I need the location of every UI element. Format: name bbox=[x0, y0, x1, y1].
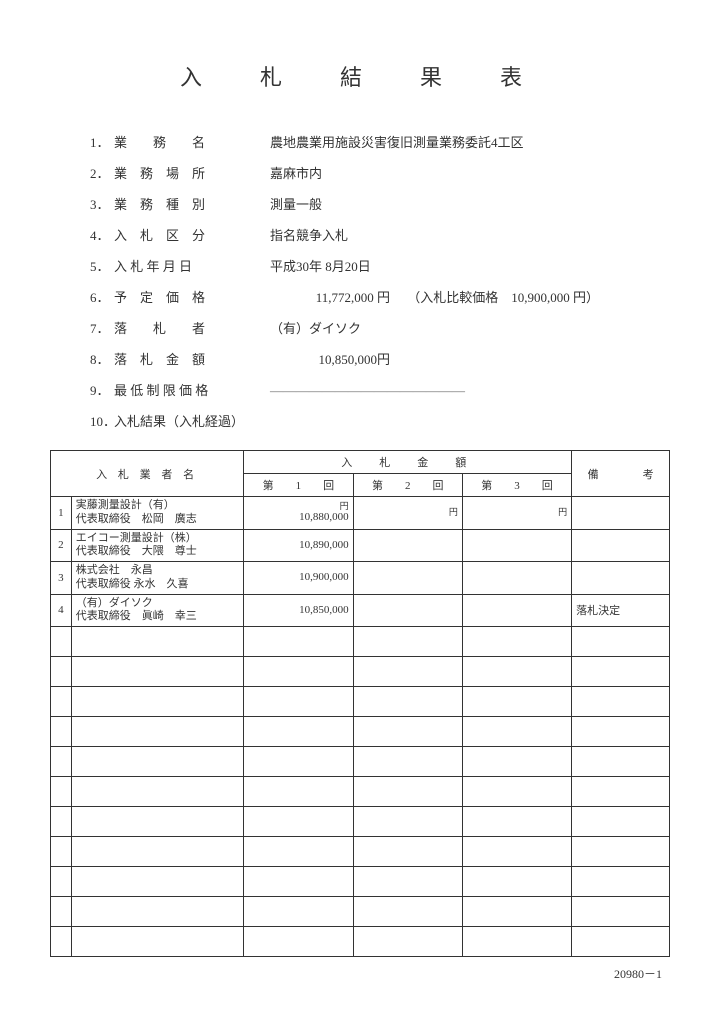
page-footer: 20980－1 bbox=[50, 965, 670, 982]
table-row bbox=[51, 927, 670, 957]
table-row: 3株式会社 永昌代表取締役 永水 久喜10,900,000 bbox=[51, 562, 670, 595]
info-row-2: 2．業 務 場 所 嘉麻市内 bbox=[90, 163, 670, 182]
info-list: 1．業 務 名 農地農業用施設災害復旧測量業務委託4工区 2．業 務 場 所 嘉… bbox=[90, 132, 670, 430]
info-row-6: 6．予 定 価 格 11,772,000 円 （入札比較価格 10,900,00… bbox=[90, 287, 670, 306]
table-row bbox=[51, 867, 670, 897]
note-cell bbox=[572, 529, 670, 562]
bid-table: 入 札 業 者 名 入 札 金 額 備 考 第 1 回 第 2 回 第 3 回 … bbox=[50, 450, 670, 957]
amount-cell: 10,850,000 bbox=[244, 594, 353, 627]
th-biko: 備 考 bbox=[572, 451, 670, 497]
table-row: 1実藤測量設計（有）代表取締役 松岡 廣志円10,880,000円円 bbox=[51, 497, 670, 530]
note-cell bbox=[572, 562, 670, 595]
th-round-1: 第 1 回 bbox=[244, 474, 353, 497]
info-row-3: 3．業 務 種 別 測量一般 bbox=[90, 194, 670, 213]
amount-cell bbox=[353, 562, 462, 595]
amount-cell bbox=[462, 529, 571, 562]
table-row bbox=[51, 627, 670, 657]
table-row: 4（有）ダイソク代表取締役 眞崎 幸三10,850,000 落札決定 bbox=[51, 594, 670, 627]
vendor-cell: 実藤測量設計（有）代表取締役 松岡 廣志 bbox=[71, 497, 244, 530]
page-title: 入 札 結 果 表 bbox=[50, 60, 670, 92]
table-row bbox=[51, 897, 670, 927]
th-round-3: 第 3 回 bbox=[462, 474, 571, 497]
th-round-2: 第 2 回 bbox=[353, 474, 462, 497]
note-cell bbox=[572, 497, 670, 530]
vendor-cell: 株式会社 永昌代表取締役 永水 久喜 bbox=[71, 562, 244, 595]
amount-cell: 10,900,000 bbox=[244, 562, 353, 595]
table-row bbox=[51, 687, 670, 717]
table-row bbox=[51, 657, 670, 687]
document-page: 入 札 結 果 表 1．業 務 名 農地農業用施設災害復旧測量業務委託4工区 2… bbox=[0, 0, 720, 1018]
amount-cell bbox=[462, 562, 571, 595]
vendor-cell: エイコー測量設計（株）代表取締役 大隈 尊士 bbox=[71, 529, 244, 562]
th-amount-group: 入 札 金 額 bbox=[244, 451, 572, 474]
info-row-9: 9．最 低 制 限 価 格 ――――――――――――――― bbox=[90, 380, 670, 399]
row-index: 2 bbox=[51, 529, 72, 562]
info-row-4: 4．入 札 区 分 指名競争入札 bbox=[90, 225, 670, 244]
table-row bbox=[51, 717, 670, 747]
table-row bbox=[51, 747, 670, 777]
table-row: 2エイコー測量設計（株）代表取締役 大隈 尊士10,890,000 bbox=[51, 529, 670, 562]
info-row-5: 5．入 札 年 月 日 平成30年 8月20日 bbox=[90, 256, 670, 275]
info-row-10: 10．入札結果（入札経過） bbox=[90, 411, 670, 430]
row-index: 1 bbox=[51, 497, 72, 530]
table-row bbox=[51, 837, 670, 867]
amount-cell: 円 bbox=[462, 497, 571, 530]
amount-cell: 円10,880,000 bbox=[244, 497, 353, 530]
info-row-7: 7．落 札 者 （有）ダイソク bbox=[90, 318, 670, 337]
amount-cell: 10,890,000 bbox=[244, 529, 353, 562]
th-vendor: 入 札 業 者 名 bbox=[51, 451, 244, 497]
row-index: 4 bbox=[51, 594, 72, 627]
vendor-cell: （有）ダイソク代表取締役 眞崎 幸三 bbox=[71, 594, 244, 627]
row-index: 3 bbox=[51, 562, 72, 595]
amount-cell bbox=[353, 529, 462, 562]
amount-cell bbox=[462, 594, 571, 627]
table-row bbox=[51, 807, 670, 837]
amount-cell: 円 bbox=[353, 497, 462, 530]
info-row-8: 8．落 札 金 額 10,850,000円 bbox=[90, 349, 670, 368]
info-row-1: 1．業 務 名 農地農業用施設災害復旧測量業務委託4工区 bbox=[90, 132, 670, 151]
amount-cell bbox=[353, 594, 462, 627]
note-cell: 落札決定 bbox=[572, 594, 670, 627]
table-row bbox=[51, 777, 670, 807]
